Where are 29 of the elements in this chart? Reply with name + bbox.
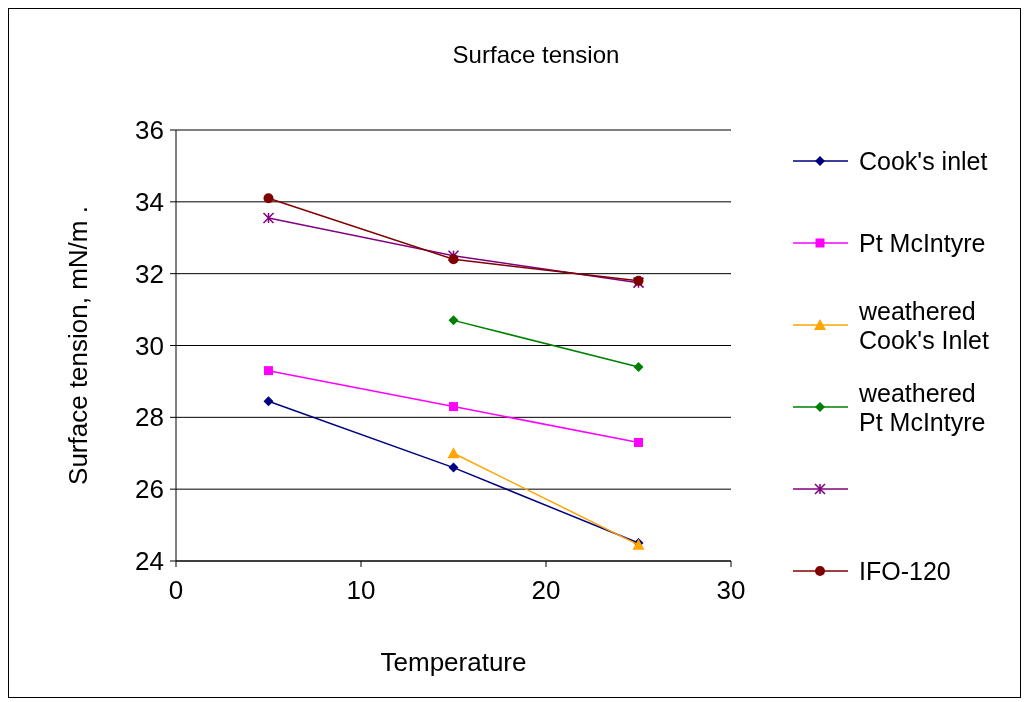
x-tick-label: 30 [716,575,746,605]
y-tick-label: 30 [135,330,164,361]
point [262,212,275,224]
y-tick-label: 34 [135,186,164,217]
point [448,462,459,473]
y-tick-label: 24 [135,546,164,577]
point [448,254,459,265]
point [449,402,458,412]
y-tick-label: 26 [135,474,164,505]
x-tick-label: 10 [346,575,376,605]
legend-label: IFO-120 [859,556,951,585]
y-tick-label: 36 [135,115,164,146]
legend-label: weathered Cook's Inlet [858,296,989,354]
point [263,396,274,407]
legend-label: weathered Pt McIntyre [858,378,986,436]
legend-label: Cook's inlet [859,146,988,175]
point [634,437,643,447]
point [263,193,274,204]
x-axis-title: Temperature [380,647,527,677]
point [633,362,644,373]
y-axis-title: Surface tension, mN/m . [63,206,93,485]
y-tick-label: 32 [135,258,164,289]
point [264,366,273,376]
x-tick-label: 0 [168,575,184,605]
chart-title: Surface tension [452,41,620,68]
point [448,315,459,326]
legend-label: Pt McIntyre [859,228,986,257]
x-tick-label: 20 [531,575,561,605]
y-tick-label: 28 [135,402,164,433]
